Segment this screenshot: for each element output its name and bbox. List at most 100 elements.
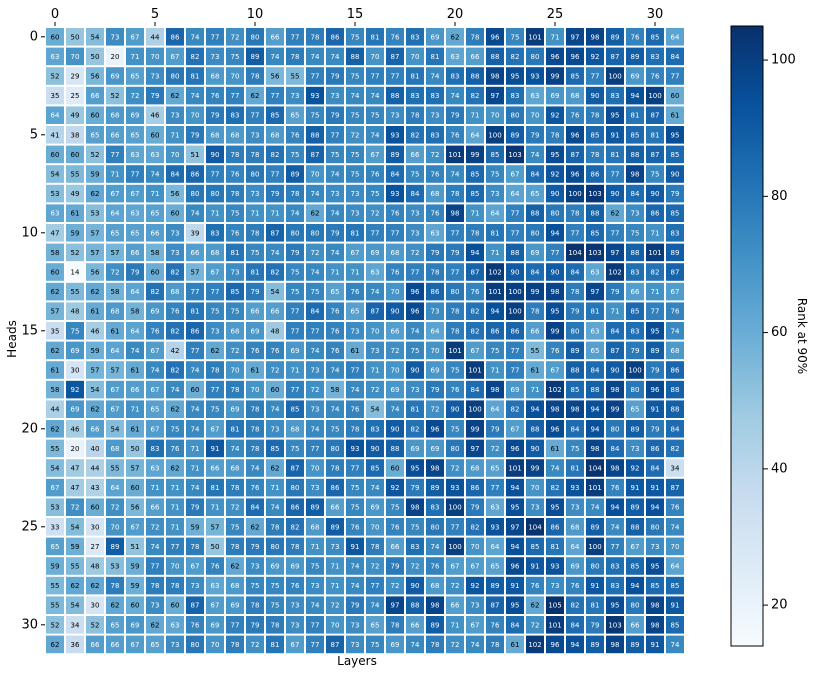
cell-value-label: 71 xyxy=(131,406,140,414)
cell-value-label: 96 xyxy=(571,53,580,61)
heatmap-cell xyxy=(126,224,144,242)
cell-value-label: 91 xyxy=(671,602,680,610)
cell-value-label: 78 xyxy=(591,151,600,159)
cell-value-label: 74 xyxy=(151,543,160,551)
heatmap-cell xyxy=(406,282,424,301)
cell-value-label: 85 xyxy=(631,308,640,316)
cell-value-label: 63 xyxy=(51,210,60,218)
heatmap-cell xyxy=(666,165,684,183)
cell-value-label: 104 xyxy=(528,523,542,531)
cell-value-label: 76 xyxy=(551,347,560,355)
cell-value-label: 66 xyxy=(271,33,280,41)
cell-value-label: 102 xyxy=(528,641,541,649)
heatmap-cell xyxy=(306,126,324,144)
heatmap-cell xyxy=(586,576,604,595)
cell-value-label: 78 xyxy=(291,53,300,61)
heatmap-cell xyxy=(246,478,264,497)
cell-value-label: 79 xyxy=(251,543,260,551)
cell-value-label: 73 xyxy=(311,367,320,375)
heatmap-cell xyxy=(546,537,564,556)
cell-value-label: 62 xyxy=(91,406,100,414)
heatmap-cell xyxy=(366,67,384,85)
heatmap-cell xyxy=(586,145,604,164)
heatmap-cell xyxy=(486,635,504,654)
cell-value-label: 85 xyxy=(671,582,680,590)
heatmap-cell xyxy=(486,165,504,183)
cell-value-label: 75 xyxy=(291,445,300,453)
heatmap-cell xyxy=(606,420,624,438)
cell-value-label: 92 xyxy=(631,465,640,473)
heatmap-cell xyxy=(486,282,504,301)
heatmap-cell xyxy=(266,204,284,222)
cell-value-label: 85 xyxy=(651,582,660,590)
heatmap-cell xyxy=(326,184,344,203)
cell-value-label: 89 xyxy=(631,641,640,649)
cell-value-label: 67 xyxy=(351,249,360,257)
heatmap-cell xyxy=(306,322,324,340)
cell-value-label: 101 xyxy=(448,151,461,159)
cell-value-label: 73 xyxy=(571,504,580,512)
heatmap-cell xyxy=(246,126,264,144)
heatmap-cell xyxy=(586,243,604,262)
heatmap-cell xyxy=(586,361,604,379)
cell-value-label: 75 xyxy=(291,269,300,277)
heatmap-cell xyxy=(466,518,484,536)
heatmap-cell xyxy=(86,28,104,46)
heatmap-cell xyxy=(126,459,144,477)
heatmap-cell xyxy=(46,635,64,654)
heatmap-cell xyxy=(66,380,84,399)
heatmap-cell xyxy=(346,557,364,575)
cell-value-label: 80 xyxy=(191,641,200,649)
heatmap-cell xyxy=(586,596,604,614)
cell-value-label: 80 xyxy=(591,563,600,571)
cell-value-label: 73 xyxy=(371,347,380,355)
cell-value-label: 100 xyxy=(608,73,621,81)
heatmap-cell xyxy=(166,478,184,497)
heatmap-cell xyxy=(646,478,664,497)
cell-value-label: 66 xyxy=(411,151,420,159)
heatmap-cell xyxy=(526,576,544,595)
heatmap-cell xyxy=(466,184,484,203)
cell-value-label: 85 xyxy=(631,563,640,571)
heatmap-cell xyxy=(486,537,504,556)
cell-value-label: 65 xyxy=(151,406,160,414)
cell-value-label: 78 xyxy=(431,269,440,277)
heatmap-cell xyxy=(106,537,124,556)
cell-value-label: 72 xyxy=(111,269,120,277)
heatmap-cell xyxy=(666,263,684,281)
heatmap-cell xyxy=(266,616,284,634)
cell-value-label: 55 xyxy=(71,288,80,296)
heatmap-cell xyxy=(326,302,344,320)
heatmap-cell xyxy=(506,478,524,497)
cell-value-label: 89 xyxy=(571,347,580,355)
cell-value-label: 70 xyxy=(431,347,440,355)
heatmap-cell xyxy=(106,204,124,222)
heatmap-cell xyxy=(286,341,304,360)
heatmap-cell xyxy=(546,322,564,340)
heatmap-cell xyxy=(326,47,344,66)
cell-value-label: 66 xyxy=(411,621,420,629)
cell-value-label: 66 xyxy=(111,131,120,139)
heatmap-cell xyxy=(326,263,344,281)
heatmap-cell xyxy=(426,243,444,262)
heatmap-cell xyxy=(366,478,384,497)
cell-value-label: 101 xyxy=(548,621,561,629)
cell-value-label: 63 xyxy=(431,229,440,237)
heatmap-cell xyxy=(626,28,644,46)
heatmap-cell xyxy=(306,263,324,281)
cell-value-label: 82 xyxy=(551,484,560,492)
cell-value-label: 72 xyxy=(231,33,240,41)
cell-value-label: 79 xyxy=(151,92,160,100)
cell-value-label: 77 xyxy=(191,288,200,296)
heatmap-cell xyxy=(86,420,104,438)
cell-value-label: 80 xyxy=(631,602,640,610)
heatmap-cell xyxy=(146,361,164,379)
heatmap-cell xyxy=(406,184,424,203)
heatmap-cell xyxy=(86,126,104,144)
heatmap-cell xyxy=(66,576,84,595)
cell-value-label: 52 xyxy=(91,621,100,629)
cell-value-label: 84 xyxy=(631,190,640,198)
cell-value-label: 88 xyxy=(671,406,680,414)
heatmap-cell xyxy=(386,361,404,379)
heatmap-cell xyxy=(146,537,164,556)
